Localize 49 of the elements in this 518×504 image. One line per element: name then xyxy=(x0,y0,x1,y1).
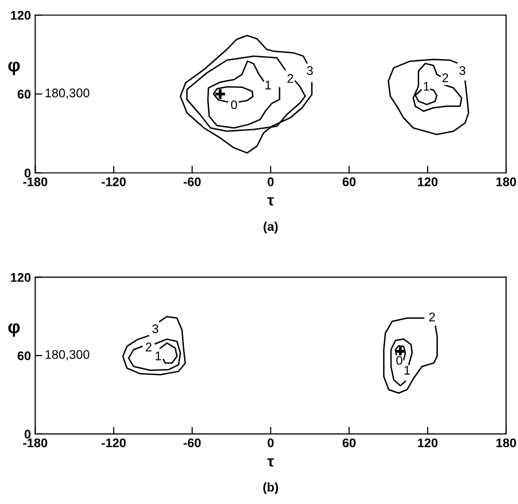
annotation: 1 xyxy=(424,82,430,91)
x-tick-label: 60 xyxy=(342,438,356,448)
x-axis-title: τ xyxy=(267,458,274,467)
x-tick-label: 60 xyxy=(342,177,356,186)
y-axis-title: φ xyxy=(8,323,20,337)
x-tick-label: -180 xyxy=(23,438,48,448)
annotation: 3 xyxy=(459,66,466,76)
y-tick-label: 0 xyxy=(24,430,31,439)
annotation: 0 xyxy=(396,356,402,365)
text: (a) xyxy=(264,222,278,234)
annotation: 3 xyxy=(306,66,313,76)
y-tick-label: 120 xyxy=(10,10,31,20)
annotation: 180,300 xyxy=(46,88,90,99)
annotation: 1 xyxy=(156,352,162,360)
x-tick-label: -120 xyxy=(102,177,126,186)
line-series xyxy=(186,55,306,132)
x-tick-label: 0 xyxy=(268,438,274,448)
line-series xyxy=(160,342,178,364)
line-series xyxy=(180,34,313,154)
x-tick-label: 120 xyxy=(418,438,438,448)
text: (b) xyxy=(263,482,278,494)
line-series xyxy=(207,60,280,129)
y-tick-label: 60 xyxy=(18,90,31,99)
x-tick-label: -60 xyxy=(184,438,201,448)
annotation: 1 xyxy=(404,366,410,375)
annotation: 2 xyxy=(146,342,152,352)
annotation: 0 xyxy=(231,100,238,110)
x-tick-label: 0 xyxy=(268,177,274,186)
annotation: 2 xyxy=(287,74,294,83)
line-series xyxy=(122,316,186,376)
x-tick-label: 180 xyxy=(496,438,516,448)
annotation: 2 xyxy=(429,312,435,322)
x-tick-label: 120 xyxy=(418,177,438,186)
x-tick-label: 180 xyxy=(496,177,516,186)
annotation: 1 xyxy=(266,80,271,90)
annotation: 180,300 xyxy=(46,350,90,360)
annotation: 3 xyxy=(152,324,158,334)
line-series xyxy=(388,58,470,136)
line-series xyxy=(390,338,413,386)
line-series xyxy=(128,338,182,372)
y-tick-label: 120 xyxy=(10,273,31,282)
y-tick-label: 60 xyxy=(18,351,31,360)
y-axis-title: φ xyxy=(8,62,20,76)
y-tick-label: 0 xyxy=(24,168,31,178)
x-tick-label: -120 xyxy=(102,438,126,448)
x-tick-label: -180 xyxy=(23,177,48,186)
x-axis-title: τ xyxy=(267,197,274,206)
x-tick-label: -60 xyxy=(184,177,201,186)
annotation: 2 xyxy=(442,73,448,82)
